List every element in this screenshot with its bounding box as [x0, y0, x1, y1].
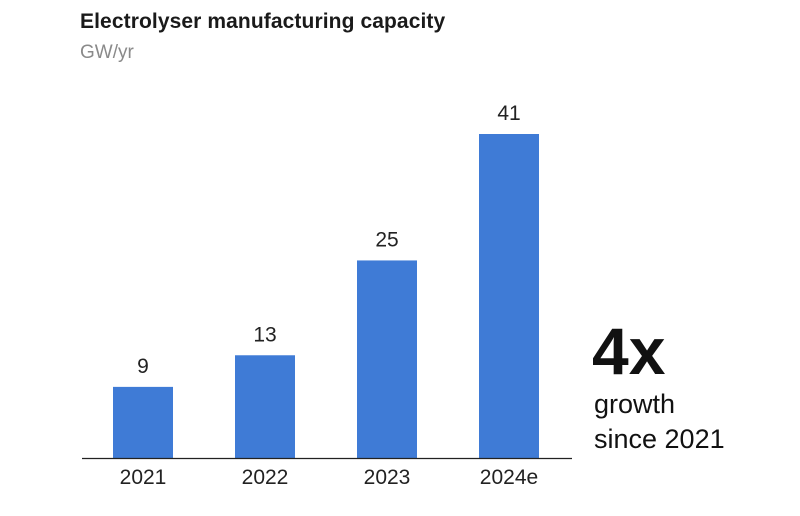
data-label-2024e: 41	[497, 102, 520, 125]
chart-title: Electrolyser manufacturing capacity	[80, 10, 446, 33]
data-label-2022: 13	[253, 323, 276, 346]
x-tick-label-2024e: 2024e	[480, 466, 538, 489]
growth-callout-line1: growth	[594, 389, 676, 419]
x-tick-label-2023: 2023	[364, 466, 411, 489]
bar-2024e	[479, 134, 539, 458]
bar-2023	[357, 260, 417, 458]
data-label-2021: 9	[137, 355, 149, 378]
growth-callout-line2: since 2021	[594, 424, 725, 454]
chart-subtitle: GW/yr	[80, 42, 134, 63]
growth-callout-value: 4x	[592, 314, 666, 388]
bar-2022	[235, 355, 295, 458]
x-tick-label-2022: 2022	[242, 466, 289, 489]
data-label-2023: 25	[375, 228, 398, 251]
x-tick-label-2021: 2021	[120, 466, 167, 489]
bar-2021	[113, 386, 173, 458]
